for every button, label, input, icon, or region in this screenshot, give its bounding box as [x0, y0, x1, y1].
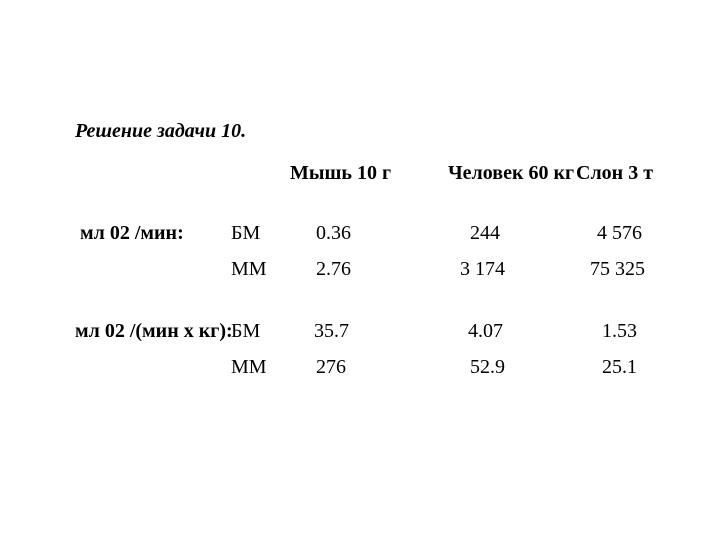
- row-group-label-1: мл 02 /мин:: [80, 222, 184, 245]
- table-cell: 3 174: [460, 258, 505, 281]
- row-group-label-2: мл 02 /(мин х кг):: [75, 320, 233, 343]
- table-cell: 4.07: [468, 320, 503, 343]
- column-header-3: Слон 3 т: [576, 162, 653, 185]
- table-cell: 35.7: [314, 320, 349, 343]
- table-cell: 244: [470, 222, 500, 245]
- column-header-1: Мышь 10 г: [290, 162, 391, 185]
- table-cell: 25.1: [602, 356, 637, 379]
- table-cell: 276: [316, 356, 346, 379]
- page-title: Решение задачи 10.: [75, 120, 246, 143]
- page: Решение задачи 10. Мышь 10 г Человек 60 …: [0, 0, 720, 540]
- row-sublabel-3: БМ: [231, 320, 260, 343]
- table-cell: 0.36: [316, 222, 351, 245]
- row-sublabel-1: БМ: [231, 222, 260, 245]
- table-cell: 52.9: [470, 356, 505, 379]
- table-cell: 2.76: [316, 258, 351, 281]
- column-header-2: Человек 60 кг: [448, 162, 574, 185]
- table-cell: 75 325: [590, 258, 645, 281]
- row-sublabel-2: ММ: [231, 258, 267, 281]
- row-sublabel-4: ММ: [231, 356, 267, 379]
- table-cell: 1.53: [602, 320, 637, 343]
- table-cell: 4 576: [597, 222, 642, 245]
